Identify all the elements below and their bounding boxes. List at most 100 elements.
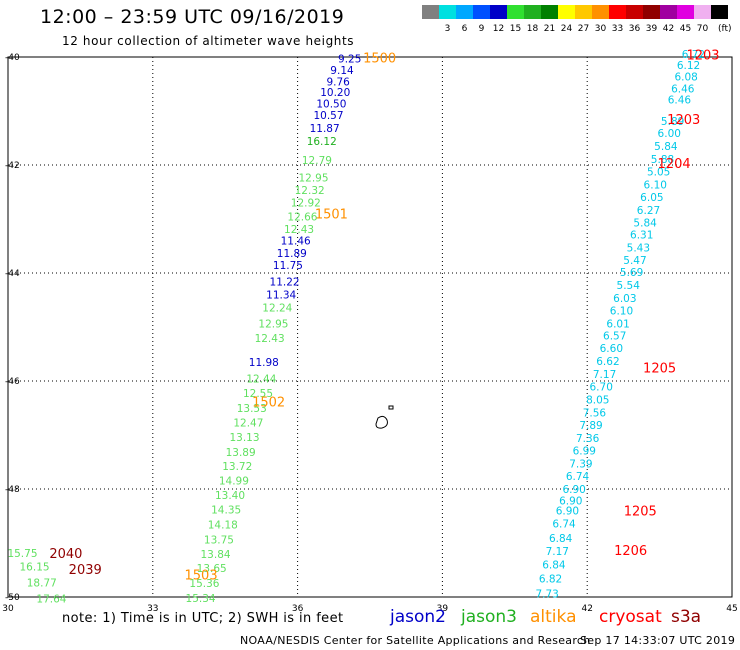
- legend-swatch: [473, 5, 490, 19]
- y-tick-label: -48: [5, 485, 20, 495]
- legend-label: 70: [696, 24, 709, 34]
- wave-height-label: 7.39: [569, 459, 592, 471]
- wave-height-label: 11.89: [277, 248, 307, 260]
- wave-height-label: 10.50: [316, 99, 346, 111]
- legend-swatch: [456, 5, 473, 19]
- wave-height-label: 5.05: [647, 167, 670, 179]
- satellite-cryosat: cryosat: [599, 607, 662, 627]
- wave-height-label: 18.77: [27, 578, 57, 590]
- wave-height-label: 6.10: [610, 305, 633, 317]
- wave-height-label: 12.32: [295, 185, 325, 197]
- generated-timestamp: Sep 17 14:33:07 UTC 2019: [580, 634, 736, 647]
- wave-height-label: 12.44: [246, 373, 276, 385]
- legend-label: 42: [662, 24, 675, 34]
- legend-label: 12: [492, 24, 505, 34]
- legend-label: 27: [577, 24, 590, 34]
- time-label: 2039: [69, 563, 102, 578]
- legend-swatch: [711, 5, 728, 19]
- wave-height-label: 5.69: [620, 267, 643, 279]
- legend-label: 33: [611, 24, 624, 34]
- legend-label: 9: [478, 24, 485, 34]
- wave-height-label: 13.65: [197, 563, 227, 575]
- wave-height-label: 12.43: [284, 224, 314, 236]
- wave-height-label: 12.95: [298, 173, 328, 185]
- legend-label: 36: [628, 24, 641, 34]
- time-label: 1503: [185, 568, 218, 583]
- wave-height-label: 6.90: [559, 495, 582, 507]
- wave-height-label: 12.43: [255, 333, 285, 345]
- satellite-jason2: jason2: [390, 607, 446, 627]
- wave-height-label: 6.00: [658, 128, 681, 140]
- time-label: 1203: [667, 113, 700, 128]
- x-tick-label: 36: [292, 604, 304, 614]
- wave-height-label: 13.75: [204, 534, 234, 546]
- page-subtitle: 12 hour collection of altimeter wave hei…: [62, 34, 355, 48]
- legend-label: 24: [560, 24, 573, 34]
- satellite-altika: altika: [530, 607, 577, 627]
- wave-height-label: 15.36: [189, 578, 219, 590]
- wave-height-label: 6.70: [590, 381, 613, 393]
- wave-height-label: 11.22: [270, 277, 300, 289]
- legend-swatch: [507, 5, 524, 19]
- wave-height-label: 12.92: [291, 197, 321, 209]
- wave-height-label: 9.25: [338, 54, 361, 66]
- wave-height-label: 6.12: [677, 60, 700, 72]
- wave-height-label: 13.72: [222, 461, 252, 473]
- wave-height-label: 5.43: [627, 243, 650, 255]
- island-shape: [375, 415, 388, 429]
- wave-height-label: 12.24: [262, 303, 292, 315]
- wave-height-label: 7.89: [579, 420, 602, 432]
- legend-unit: (ft): [718, 24, 732, 34]
- legend-swatch: [524, 5, 541, 19]
- x-tick-label: 33: [147, 604, 158, 614]
- wave-height-label: 6.90: [556, 506, 579, 518]
- wave-height-label: 12.79: [302, 155, 332, 167]
- satellite-s3a: s3a: [671, 607, 702, 627]
- wave-height-label: 6.72: [682, 49, 705, 61]
- wave-height-label: 14.18: [208, 520, 238, 532]
- y-tick-label: -42: [5, 161, 20, 171]
- wave-height-label: 11.98: [249, 357, 279, 369]
- wave-height-label: 6.08: [674, 72, 697, 84]
- page-title: 12:00 – 23:59 UTC 09/16/2019: [40, 6, 345, 28]
- wave-height-label: 17.64: [36, 594, 66, 606]
- wave-height-label: 7.56: [583, 407, 607, 419]
- legend-label: 15: [509, 24, 522, 34]
- wave-height-label: 9.14: [330, 65, 354, 77]
- legend-swatch: [694, 5, 711, 19]
- plot-frame: [7, 56, 733, 598]
- time-label: 1502: [252, 396, 285, 411]
- wave-height-label: 16.15: [20, 561, 50, 573]
- wave-height-label: 6.46: [668, 95, 692, 107]
- wave-height-label: 5.84: [654, 141, 678, 153]
- credit-line: NOAA/NESDIS Center for Satellite Applica…: [240, 634, 591, 647]
- legend-label: 21: [543, 24, 556, 34]
- legend-label: 30: [594, 24, 607, 34]
- wave-height-label: 10.57: [313, 110, 343, 122]
- wave-height-label: 7.17: [546, 546, 569, 558]
- x-tick-label: 30: [2, 604, 14, 614]
- y-tick-label: -50: [5, 593, 20, 603]
- wave-height-label: 6.05: [640, 192, 663, 204]
- wave-height-label: 13.84: [201, 549, 231, 561]
- legend-label: 18: [526, 24, 539, 34]
- wave-height-label: 6.99: [573, 446, 596, 458]
- legend-swatch: [490, 5, 507, 19]
- x-tick-label: 45: [726, 604, 737, 614]
- wave-height-label: 6.62: [596, 356, 619, 368]
- wave-height-label: 11.75: [273, 260, 303, 272]
- wave-height-label: 6.84: [542, 560, 566, 572]
- wave-height-label: 6.57: [603, 331, 626, 343]
- wave-height-label: 6.74: [552, 519, 576, 531]
- wave-height-label: 12.66: [287, 211, 317, 223]
- wave-height-label: 6.74: [566, 471, 590, 483]
- legend-label: 6: [461, 24, 468, 34]
- wave-height-label: 6.01: [606, 318, 629, 330]
- wave-height-label: 13.89: [226, 447, 256, 459]
- y-tick-label: -44: [5, 269, 20, 279]
- legend-swatch: [558, 5, 575, 19]
- legend-swatch: [541, 5, 558, 19]
- wave-height-label: 15.75: [7, 548, 37, 560]
- wave-height-label: 6.60: [600, 343, 623, 355]
- wave-height-label: 7.73: [535, 588, 558, 600]
